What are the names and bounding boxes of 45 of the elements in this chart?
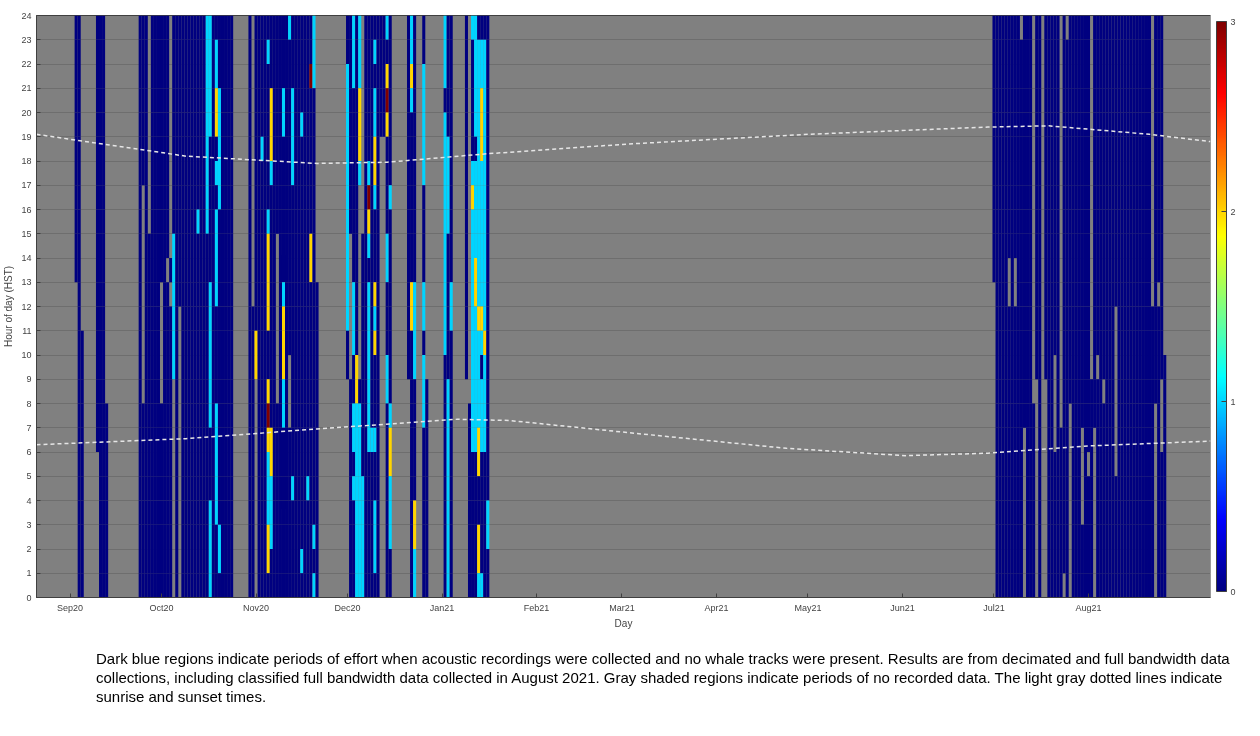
y-tick-label: 12: [21, 301, 32, 312]
y-tick-label: 5: [26, 471, 32, 482]
x-tick-label: Aug21: [1075, 602, 1102, 613]
y-tick-label: 23: [21, 34, 32, 45]
y-tick-label: 7: [26, 422, 32, 433]
x-tick-label: Nov20: [243, 602, 270, 613]
y-tick-label: 0: [26, 592, 32, 603]
y-tick-label: 19: [21, 131, 32, 142]
y-tick-label: 13: [21, 277, 32, 288]
y-tick-label: 18: [21, 156, 32, 166]
y-tick-label: 17: [21, 180, 32, 191]
x-tick-label: Sep20: [57, 602, 84, 613]
x-tick-label: Mar21: [609, 602, 635, 613]
x-tick-label: Jul21: [983, 602, 1005, 613]
y-tick-label: 20: [21, 107, 32, 118]
y-tick-label: 3: [26, 519, 32, 530]
y-tick-label: 6: [26, 447, 32, 457]
y-tick-label: 1: [26, 568, 32, 579]
y-tick-label: 15: [21, 228, 32, 239]
line-series: [36, 125, 1211, 165]
x-tick-label: Feb21: [523, 602, 550, 613]
y-tick-label: 11: [22, 325, 32, 336]
x-tick-label: Dec20: [334, 602, 361, 613]
y-tick-label: 10: [21, 350, 32, 360]
y-tick-label: 22: [21, 59, 32, 69]
x-tick-label: Apr21: [704, 602, 729, 613]
y-tick-label: 8: [26, 398, 32, 409]
y-tick-label: 16: [21, 204, 32, 215]
color-bar-label: 0: [1230, 586, 1236, 597]
text: Dark blue regions indicate periods of effort when acoustic recordings were collected and no whale tracks were present. Results are from decimated and full bandwidth data collections, including classified full bandwidth data collected in August 2021. Gray shaded regions indicate periods of no recorded data. The light gray dotted lines indicate sunrise and sunset times.: [96, 649, 1231, 706]
color-bar-label: 3: [1230, 16, 1236, 27]
x-tick-label: Jan21: [429, 602, 455, 613]
x-axis-title: Day: [614, 617, 633, 629]
y-tick-label: 2: [26, 544, 32, 554]
y-tick-label: 21: [21, 83, 32, 94]
x-tick-label: Jun21: [890, 602, 915, 613]
x-tick-label: May21: [794, 602, 822, 613]
color-bar-label: 1: [1230, 396, 1236, 407]
y-axis-title: Hour of day (HST): [3, 265, 15, 348]
y-tick-label: 4: [26, 495, 32, 506]
y-tick-label: 14: [21, 253, 32, 263]
x-tick-label: Oct20: [149, 602, 174, 613]
color-bar-label: 2: [1230, 206, 1236, 217]
y-tick-label: 24: [21, 10, 32, 21]
y-tick-label: 9: [26, 374, 32, 385]
